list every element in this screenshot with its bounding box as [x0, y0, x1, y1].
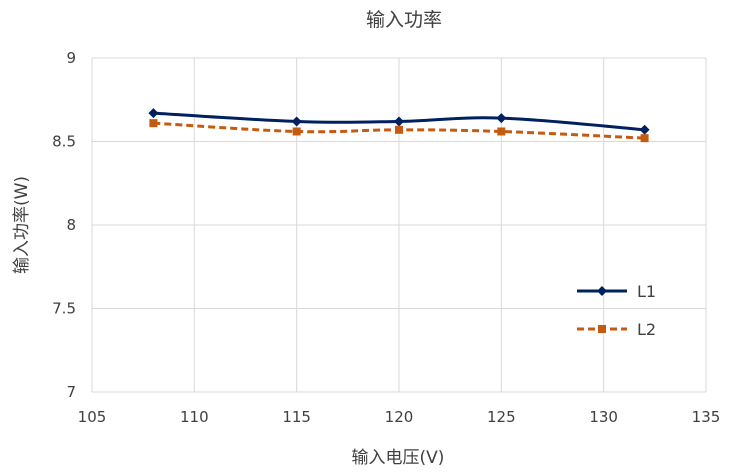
series-area: [148, 108, 650, 143]
y-tick-label: 8.5: [52, 133, 76, 151]
data-point: [496, 113, 507, 124]
legend-item-L1: L1: [577, 282, 656, 301]
data-point: [292, 127, 301, 136]
data-point: [394, 116, 404, 127]
y-axis-title: 输入功率(W): [12, 176, 32, 274]
legend-item-L2: L2: [577, 320, 656, 339]
tick-labels: 105 110 115 120 125 130 135 7 7.5 8 8.5 9: [52, 49, 720, 426]
data-point: [640, 134, 649, 143]
data-point: [148, 108, 159, 119]
x-tick-label: 120: [385, 408, 414, 426]
x-tick-label: 110: [180, 408, 209, 426]
chart-title: 输入功率: [366, 9, 442, 31]
data-point: [291, 116, 302, 127]
legend: L1 L2: [577, 282, 656, 339]
series-L2: [149, 119, 649, 143]
y-tick-label: 7.5: [52, 300, 76, 318]
legend-label: L1: [637, 282, 656, 301]
x-tick-label: 130: [589, 408, 618, 426]
x-tick-label: 105: [78, 408, 107, 426]
legend-marker: [597, 286, 607, 296]
y-tick-label: 8: [66, 216, 76, 234]
legend-marker: [598, 325, 606, 333]
legend-label: L2: [637, 320, 656, 339]
x-tick-label: 125: [487, 408, 516, 426]
data-point: [497, 127, 506, 136]
grid: [91, 57, 707, 393]
y-tick-label: 9: [66, 49, 76, 67]
x-tick-label: 115: [282, 408, 311, 426]
x-axis-title: 输入电压(V): [352, 448, 445, 468]
data-point: [149, 119, 158, 128]
x-tick-label: 135: [692, 408, 721, 426]
y-tick-label: 7: [66, 383, 76, 401]
data-point: [639, 124, 650, 135]
data-point: [395, 125, 403, 134]
series-L1: [148, 108, 650, 135]
